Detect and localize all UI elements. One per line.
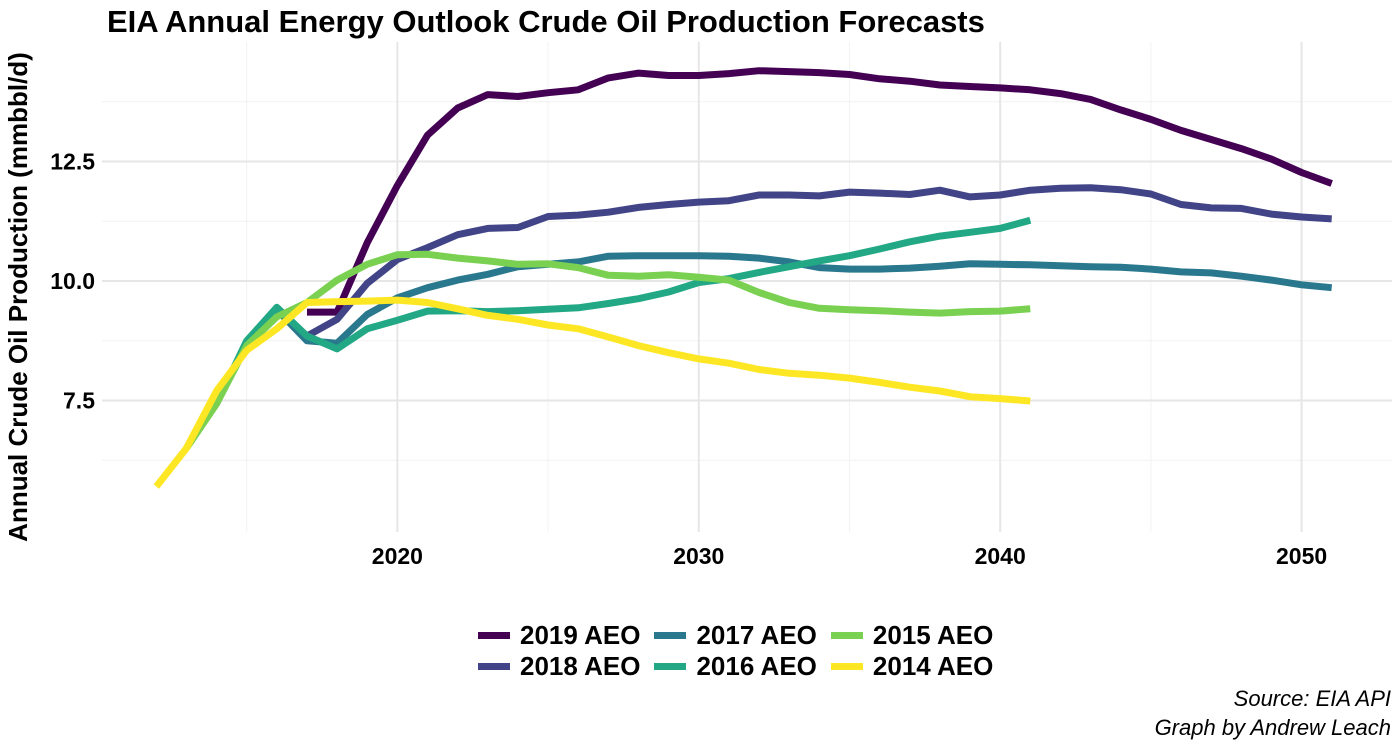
legend-label: 2014 AEO xyxy=(872,651,994,681)
legend-swatch xyxy=(478,632,510,639)
legend-item: 2016 AEO xyxy=(654,651,817,682)
chart-plot: 2020 2030 2040 2050 7.5 10.0 12.5 Annual Crud… xyxy=(3,42,1392,569)
legend-swatch xyxy=(478,663,510,670)
y-tick-label: 7.5 xyxy=(63,388,95,414)
legend-label: 2015 AEO xyxy=(872,620,994,650)
legend-item: 2019 AEO xyxy=(478,620,640,651)
legend-label: 2019 AEO xyxy=(520,620,641,650)
y-tick-labels: 7.5 10.0 12.5 xyxy=(50,149,95,414)
x-tick-label: 2050 xyxy=(1276,543,1327,569)
series-line xyxy=(307,67,1333,316)
y-axis-label: Annual Crude Oil Production (mmbbl/d) xyxy=(3,52,33,542)
y-tick-label: 10.0 xyxy=(50,268,95,294)
legend-swatch xyxy=(830,663,863,670)
caption-source: Source: EIA API xyxy=(1233,686,1391,711)
caption-credit: Graph by Andrew Leach xyxy=(1154,715,1391,740)
legend-label: 2018 AEO xyxy=(520,651,641,681)
legend-item: 2018 AEO xyxy=(478,651,640,682)
series-line xyxy=(274,252,1333,347)
legend-swatch xyxy=(830,632,863,639)
legend-item: 2014 AEO xyxy=(830,651,994,682)
grid-lines xyxy=(102,42,1392,532)
series-line xyxy=(213,216,1032,406)
legend-item: 2015 AEO xyxy=(830,620,994,651)
x-tick-label: 2040 xyxy=(975,543,1026,569)
legend-label: 2017 AEO xyxy=(696,620,817,650)
caption: Source: EIA API Graph by Andrew Leach xyxy=(1155,684,1391,742)
series-lines xyxy=(153,67,1333,489)
x-tick-label: 2020 xyxy=(372,543,423,569)
y-tick-label: 12.5 xyxy=(50,149,95,175)
legend-swatch xyxy=(654,663,687,670)
series-line xyxy=(305,184,1332,340)
x-tick-label: 2030 xyxy=(673,543,724,569)
chart-title: EIA Annual Energy Outlook Crude Oil Prod… xyxy=(107,4,985,39)
x-tick-labels: 2020 2030 2040 2050 xyxy=(372,543,1327,569)
legend-item: 2017 AEO xyxy=(654,620,817,651)
legend-label: 2016 AEO xyxy=(696,651,817,681)
series-line xyxy=(153,296,1031,489)
series-line xyxy=(183,250,1031,451)
legend-swatch xyxy=(654,632,687,639)
legend: 2019 AEO 2017 AEO 2015 AEO 2018 AEO 2016 AEO… xyxy=(478,620,993,682)
